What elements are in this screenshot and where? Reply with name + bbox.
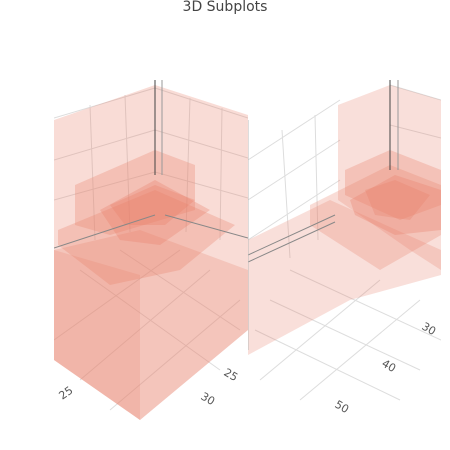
scene-left[interactable] — [54, 80, 248, 420]
tick-label: 25 — [221, 366, 240, 384]
tick-label: 50 — [332, 398, 351, 416]
tick-label: 40 — [379, 357, 398, 375]
tick-label: 30 — [419, 320, 438, 338]
grid-line — [255, 330, 400, 400]
grid-line — [248, 100, 340, 160]
tick-label: 25 — [57, 384, 76, 403]
scene-right-volume — [248, 85, 441, 355]
grid-line — [248, 140, 340, 200]
scene-right[interactable] — [248, 80, 441, 400]
tick-label: 30 — [198, 390, 217, 408]
